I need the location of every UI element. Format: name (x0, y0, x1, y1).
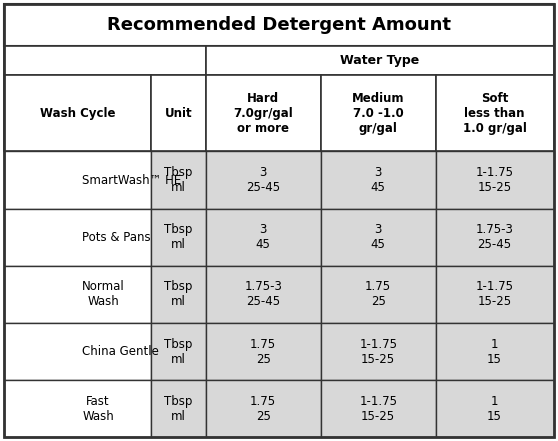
Text: China Gentle: China Gentle (82, 345, 159, 358)
Bar (206, 266, 321, 323)
Text: 1.75-3
25-45: 1.75-3 25-45 (244, 280, 282, 308)
Text: 1-1.75
15-25: 1-1.75 15-25 (475, 166, 513, 194)
Text: Water Type: Water Type (340, 54, 419, 67)
Bar (436, 209, 554, 266)
Bar (321, 151, 436, 209)
Text: Tbsp
ml: Tbsp ml (164, 280, 193, 308)
Bar (206, 380, 321, 437)
Text: 1.75-3
25-45: 1.75-3 25-45 (475, 223, 513, 251)
Text: Tbsp
ml: Tbsp ml (164, 223, 193, 251)
Bar (4, 209, 151, 266)
Bar (321, 266, 436, 323)
Bar (436, 75, 554, 151)
Bar (321, 380, 436, 437)
Bar (151, 380, 206, 437)
Text: Tbsp
ml: Tbsp ml (164, 395, 193, 423)
Text: 1-1.75
15-25: 1-1.75 15-25 (359, 338, 397, 366)
Text: 1
15: 1 15 (487, 395, 502, 423)
Bar (321, 209, 436, 266)
Text: 3
45: 3 45 (256, 223, 271, 251)
Bar (4, 75, 151, 151)
Text: Medium
7.0 -1.0
gr/gal: Medium 7.0 -1.0 gr/gal (352, 91, 405, 135)
Bar (4, 4, 122, 46)
Text: Hard
7.0gr/gal
or more: Hard 7.0gr/gal or more (233, 91, 293, 135)
Bar (4, 4, 554, 46)
Bar (4, 151, 151, 209)
Text: 1
15: 1 15 (487, 338, 502, 366)
Bar (436, 151, 554, 209)
Bar (206, 46, 554, 75)
Bar (4, 46, 206, 75)
Text: 3
45: 3 45 (371, 223, 386, 251)
Text: SmartWash™ HE: SmartWash™ HE (82, 174, 181, 187)
Bar (151, 75, 206, 151)
Bar (151, 151, 206, 209)
Text: Tbsp
ml: Tbsp ml (164, 166, 193, 194)
Text: Wash Cycle: Wash Cycle (40, 106, 116, 120)
Bar (206, 151, 321, 209)
Text: 1.75
25: 1.75 25 (250, 395, 276, 423)
Text: 1.75
25: 1.75 25 (250, 338, 276, 366)
Text: Unit: Unit (165, 106, 192, 120)
Bar (436, 323, 554, 380)
Text: Fast
Wash: Fast Wash (82, 395, 114, 423)
Text: Normal
Wash: Normal Wash (82, 280, 125, 308)
Text: Tbsp
ml: Tbsp ml (164, 338, 193, 366)
Bar (4, 266, 151, 323)
Bar (436, 266, 554, 323)
Bar (206, 209, 321, 266)
Bar (4, 380, 151, 437)
Bar (151, 209, 206, 266)
Text: Soft
less than
1.0 gr/gal: Soft less than 1.0 gr/gal (463, 91, 527, 135)
Bar (4, 323, 151, 380)
Bar (321, 75, 436, 151)
Bar (151, 266, 206, 323)
Text: 3
45: 3 45 (371, 166, 386, 194)
Text: 1.75
25: 1.75 25 (365, 280, 391, 308)
Bar (436, 380, 554, 437)
Text: 1-1.75
15-25: 1-1.75 15-25 (359, 395, 397, 423)
Bar (321, 323, 436, 380)
Text: 1-1.75
15-25: 1-1.75 15-25 (475, 280, 513, 308)
Bar (151, 323, 206, 380)
Text: Recommended Detergent Amount: Recommended Detergent Amount (107, 16, 451, 34)
Text: 3
25-45: 3 25-45 (246, 166, 280, 194)
Bar (206, 323, 321, 380)
Bar (206, 75, 321, 151)
Text: Pots & Pans: Pots & Pans (82, 231, 151, 244)
